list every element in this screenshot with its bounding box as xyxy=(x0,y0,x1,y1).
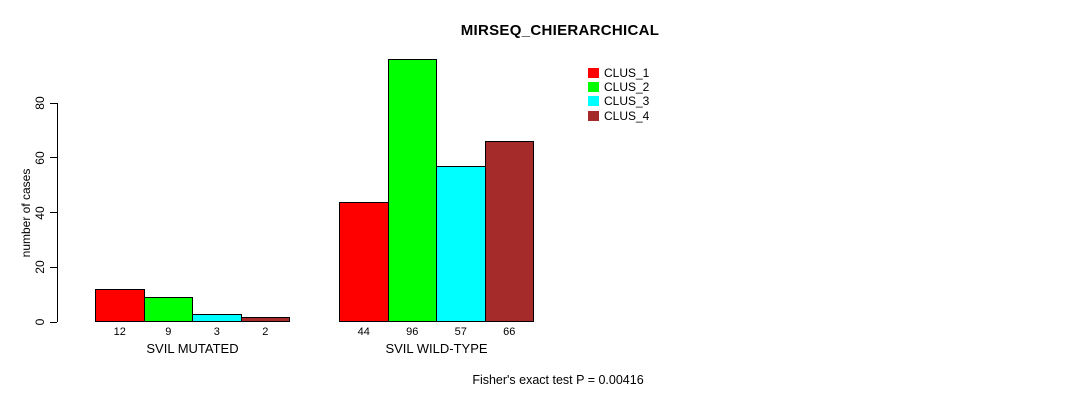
y-axis-line xyxy=(57,103,58,322)
legend-item-clus_1: CLUS_1 xyxy=(588,66,649,80)
legend-label: CLUS_2 xyxy=(604,80,650,95)
bar-value-label: 96 xyxy=(406,326,419,338)
bar-value-label: 66 xyxy=(503,326,516,338)
y-axis-tick xyxy=(50,212,57,213)
bar-value-label: 2 xyxy=(262,326,269,338)
y-axis-tick xyxy=(50,266,57,268)
bar-value-label: 44 xyxy=(357,326,370,338)
y-axis-tick-label: 80 xyxy=(33,96,47,110)
legend-swatch xyxy=(588,96,599,107)
bar-clus_1-svil-mutated xyxy=(95,289,145,322)
y-axis-tick xyxy=(50,102,57,104)
bar-value-label: 3 xyxy=(213,326,220,338)
bar-clus_3-svil-mutated xyxy=(192,313,242,322)
y-axis-tick xyxy=(50,321,57,323)
legend-label: CLUS_1 xyxy=(604,66,650,81)
legend-label: CLUS_4 xyxy=(604,108,650,123)
fisher-test-annotation: Fisher's exact test P = 0.00416 xyxy=(472,373,644,387)
x-axis-group-label: SVIL WILD-TYPE xyxy=(385,341,488,356)
y-axis-tick-label: 0 xyxy=(33,318,47,326)
y-axis-tick-label: 60 xyxy=(33,151,47,165)
bar-value-label: 9 xyxy=(165,326,172,338)
bar-clus_4-svil-wild-type xyxy=(484,141,534,322)
bar-value-label: 12 xyxy=(113,326,126,338)
y-axis-tick-label: 20 xyxy=(33,260,47,274)
legend-swatch xyxy=(588,68,599,79)
y-axis-tick xyxy=(50,157,57,159)
legend-item-clus_4: CLUS_4 xyxy=(588,109,649,123)
bar-clus_1-svil-wild-type xyxy=(339,201,389,322)
legend-item-clus_2: CLUS_2 xyxy=(588,80,649,94)
legend-swatch xyxy=(588,110,599,121)
bar-value-label: 57 xyxy=(454,326,467,338)
chart-title: MIRSEQ_CHIERARCHICAL xyxy=(460,22,660,39)
bar-clus_3-svil-wild-type xyxy=(436,165,486,322)
y-axis-title: number of cases xyxy=(19,168,33,258)
legend-swatch xyxy=(588,82,599,93)
legend-item-clus_3: CLUS_3 xyxy=(588,94,649,108)
legend-label: CLUS_3 xyxy=(604,94,650,109)
x-axis-group-label: SVIL MUTATED xyxy=(146,341,239,356)
y-axis-tick-label: 40 xyxy=(33,205,47,220)
legend: CLUS_1 CLUS_2 CLUS_3 CLUS_4 xyxy=(588,66,649,123)
bar-clus_2-svil-wild-type xyxy=(387,59,437,322)
bar-clus_4-svil-mutated xyxy=(240,316,290,322)
bar-clus_2-svil-mutated xyxy=(143,297,193,322)
